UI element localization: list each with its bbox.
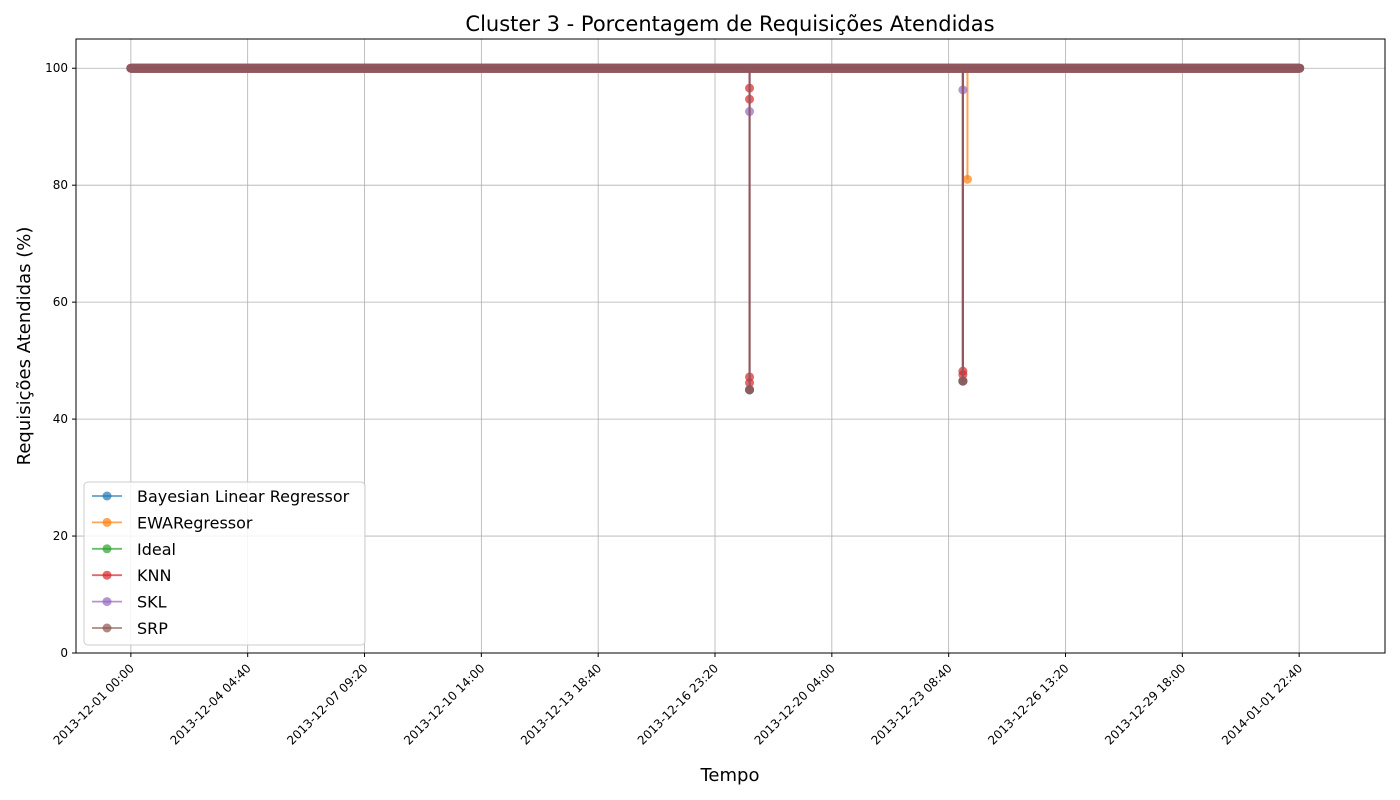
series-srp: [126, 63, 1305, 395]
x-axis-title: Tempo: [700, 765, 760, 786]
x-tick-label: 2013-12-20 04:00: [752, 661, 838, 747]
legend-label: EWARegressor: [137, 513, 253, 532]
x-tick-label: 2013-12-29 18:00: [1102, 661, 1188, 747]
chart-title: Cluster 3 - Porcentagem de Requisições A…: [465, 12, 994, 36]
y-axis-title: Requisições Atendidas (%): [14, 227, 35, 466]
legend-marker: [102, 544, 112, 554]
y-tick-label: 20: [53, 529, 68, 543]
x-tick-label: 2013-12-07 09:20: [284, 661, 370, 747]
x-tick-label: 2013-12-16 23:20: [635, 661, 721, 747]
x-tick-label: 2013-12-01 00:00: [51, 661, 137, 747]
x-tick-label: 2013-12-10 14:00: [401, 661, 487, 747]
x-tick-label: 2013-12-23 08:40: [868, 661, 954, 747]
x-axis: 2013-12-01 00:00 2013-12-04 04:40 2013-12-…: [51, 653, 1305, 748]
series-layer: [126, 63, 1305, 395]
legend-frame: [83, 481, 366, 646]
legend-label: KNN: [137, 566, 171, 585]
legend-label: Bayesian Linear Regressor: [137, 487, 350, 506]
legend-marker: [102, 491, 112, 501]
data-point: [962, 174, 972, 184]
data-point: [958, 376, 968, 386]
x-tick-label: 2013-12-13 18:40: [518, 661, 604, 747]
legend-marker: [102, 597, 112, 607]
data-point: [745, 385, 755, 395]
legend-label: SKL: [137, 593, 167, 612]
y-tick-label: 0: [60, 646, 68, 660]
y-tick-label: 40: [53, 412, 68, 426]
legend-marker: [102, 517, 112, 527]
y-tick-label: 100: [45, 61, 68, 75]
legend-marker: [102, 570, 112, 580]
plot-frame: [75, 38, 1386, 654]
x-tick-label: 2013-12-26 13:20: [985, 661, 1071, 747]
legend-label: Ideal: [137, 540, 176, 559]
y-axis: 0 20 40 60 80 100: [45, 61, 76, 660]
y-tick-label: 80: [53, 178, 68, 192]
legend: Bayesian Linear Regressor EWARegressor Ide…: [83, 481, 366, 646]
x-tick-label: 2014-01-01 22:40: [1219, 661, 1305, 747]
legend-marker: [102, 623, 112, 633]
legend-label: SRP: [137, 619, 168, 638]
y-tick-label: 60: [53, 295, 68, 309]
x-tick-label: 2013-12-04 04:40: [167, 661, 253, 747]
